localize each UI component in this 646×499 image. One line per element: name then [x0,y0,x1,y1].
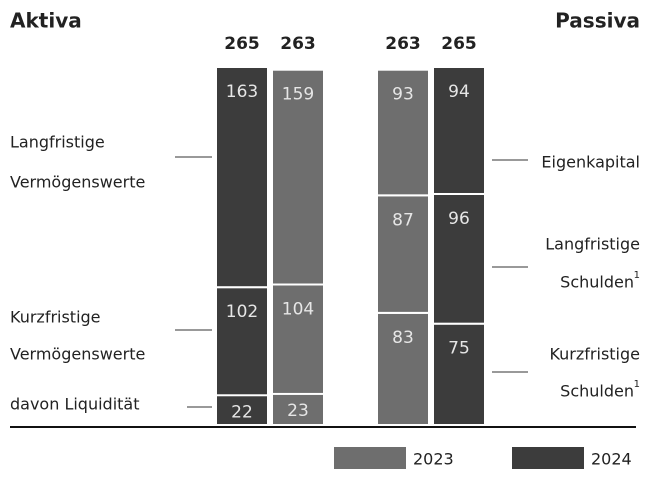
bar-total: 265 [224,34,260,54]
value-label: 23 [287,401,309,421]
footnote-mark: 1 [634,379,640,390]
footnote-mark: 1 [634,270,640,281]
legend-swatch [334,447,406,469]
bar-segment [376,311,430,427]
bar-segment [215,66,269,289]
panel-title: Aktiva [10,9,82,33]
value-label: 22 [231,402,253,422]
value-label: 96 [448,209,470,229]
bar-segment [376,68,430,197]
segment-label: Schulden [560,382,634,401]
bar-segment [376,194,430,314]
bar-total: 265 [441,34,477,54]
value-label: 159 [282,85,314,105]
segment-label: Langfristige [545,235,640,254]
segment-label: Kurzfristige [10,308,101,327]
bar-segment [432,192,486,325]
bar-total: 263 [385,34,421,54]
bar-total: 263 [280,34,316,54]
segment-label: Vermögenswerte [10,345,145,364]
value-label: 83 [392,328,414,348]
bar-segment [271,68,325,286]
segment-label: Vermögenswerte [10,173,145,192]
segment-label: Schulden [560,273,634,292]
value-label: 163 [226,82,258,102]
segment-label: Langfristige [10,133,105,152]
legend-label: 2023 [413,450,454,469]
value-label: 75 [448,339,470,359]
panel-title: Passiva [555,9,640,33]
detail-segment [215,394,269,426]
detail-segment [271,392,325,427]
value-label: 93 [392,85,414,105]
value-label: 102 [226,302,258,322]
legend-label: 2024 [591,450,632,469]
value-label: 87 [392,210,414,230]
bar-segment [432,66,486,195]
segment-label: Kurzfristige [549,345,640,364]
value-label: 104 [282,300,314,320]
value-label: 94 [448,82,470,102]
detail-label: davon Liquidität [10,395,140,414]
segment-label: Eigenkapital [541,153,640,172]
legend-swatch [512,447,584,469]
